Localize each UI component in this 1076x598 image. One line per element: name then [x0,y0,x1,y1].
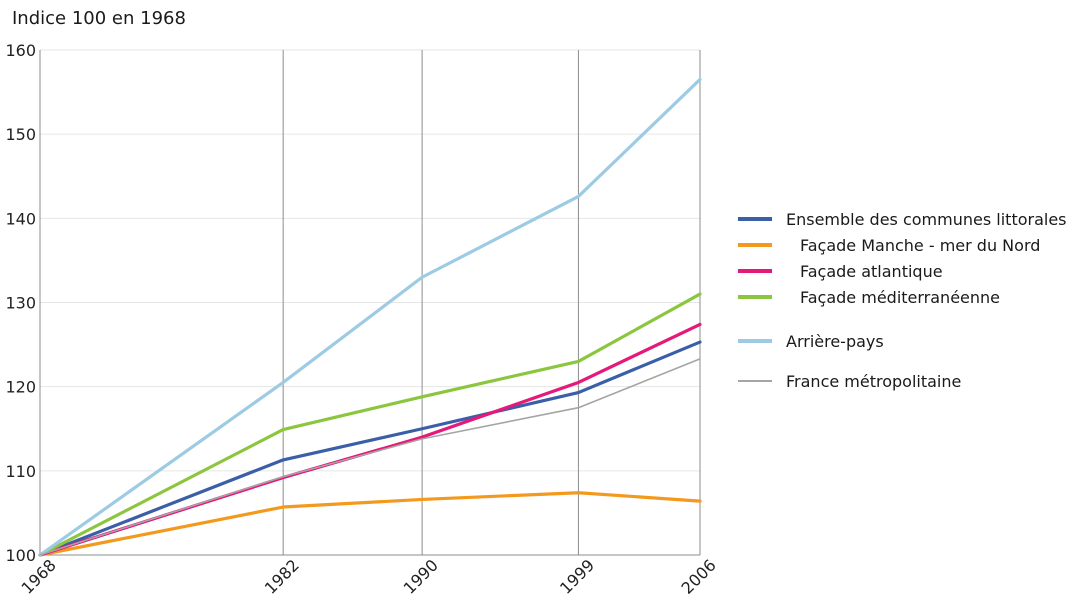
legend-item: Arrière-pays [738,328,1067,354]
legend-swatch [738,269,772,273]
legend-item: France métropolitaine [738,368,1067,394]
y-tick-label: 160 [5,41,36,60]
legend-item: Façade méditerranéenne [738,284,1067,310]
series-line-3 [38,292,702,557]
legend-swatch [738,295,772,299]
y-tick-label: 100 [5,546,36,565]
y-tick-label: 130 [5,294,36,313]
legend-item: Façade atlantique [738,258,1067,284]
series-line-5 [39,358,701,556]
legend-swatch [738,339,772,343]
series-line-0 [38,340,702,557]
legend-item: Façade Manche - mer du Nord [738,232,1067,258]
y-tick-label: 150 [5,125,36,144]
y-axis-title: Indice 100 en 1968 [12,8,186,29]
series-line-1 [38,491,702,557]
legend-label: France métropolitaine [786,371,962,391]
y-tick-label: 140 [5,209,36,228]
y-tick-label: 110 [5,462,36,481]
x-tick-label: 1982 [261,556,303,598]
x-tick-label: 1990 [400,556,442,598]
legend-label: Façade atlantique [800,261,943,281]
x-tick-label: 2006 [678,556,720,598]
legend-item: Ensemble des communes littorales [738,206,1067,232]
y-tick-label: 120 [5,378,36,397]
legend-swatch [738,217,772,221]
legend-label: Façade Manche - mer du Nord [800,235,1041,255]
legend-label: Arrière-pays [786,331,884,351]
legend-swatch [738,243,772,247]
legend: Ensemble des communes littorales Façade M… [738,206,1067,394]
legend-label: Façade méditerranéenne [800,287,1001,307]
legend-swatch [738,380,772,382]
x-tick-label: 1999 [556,556,598,598]
series-line-4 [38,77,702,557]
legend-label: Ensemble des communes littorales [786,209,1067,229]
